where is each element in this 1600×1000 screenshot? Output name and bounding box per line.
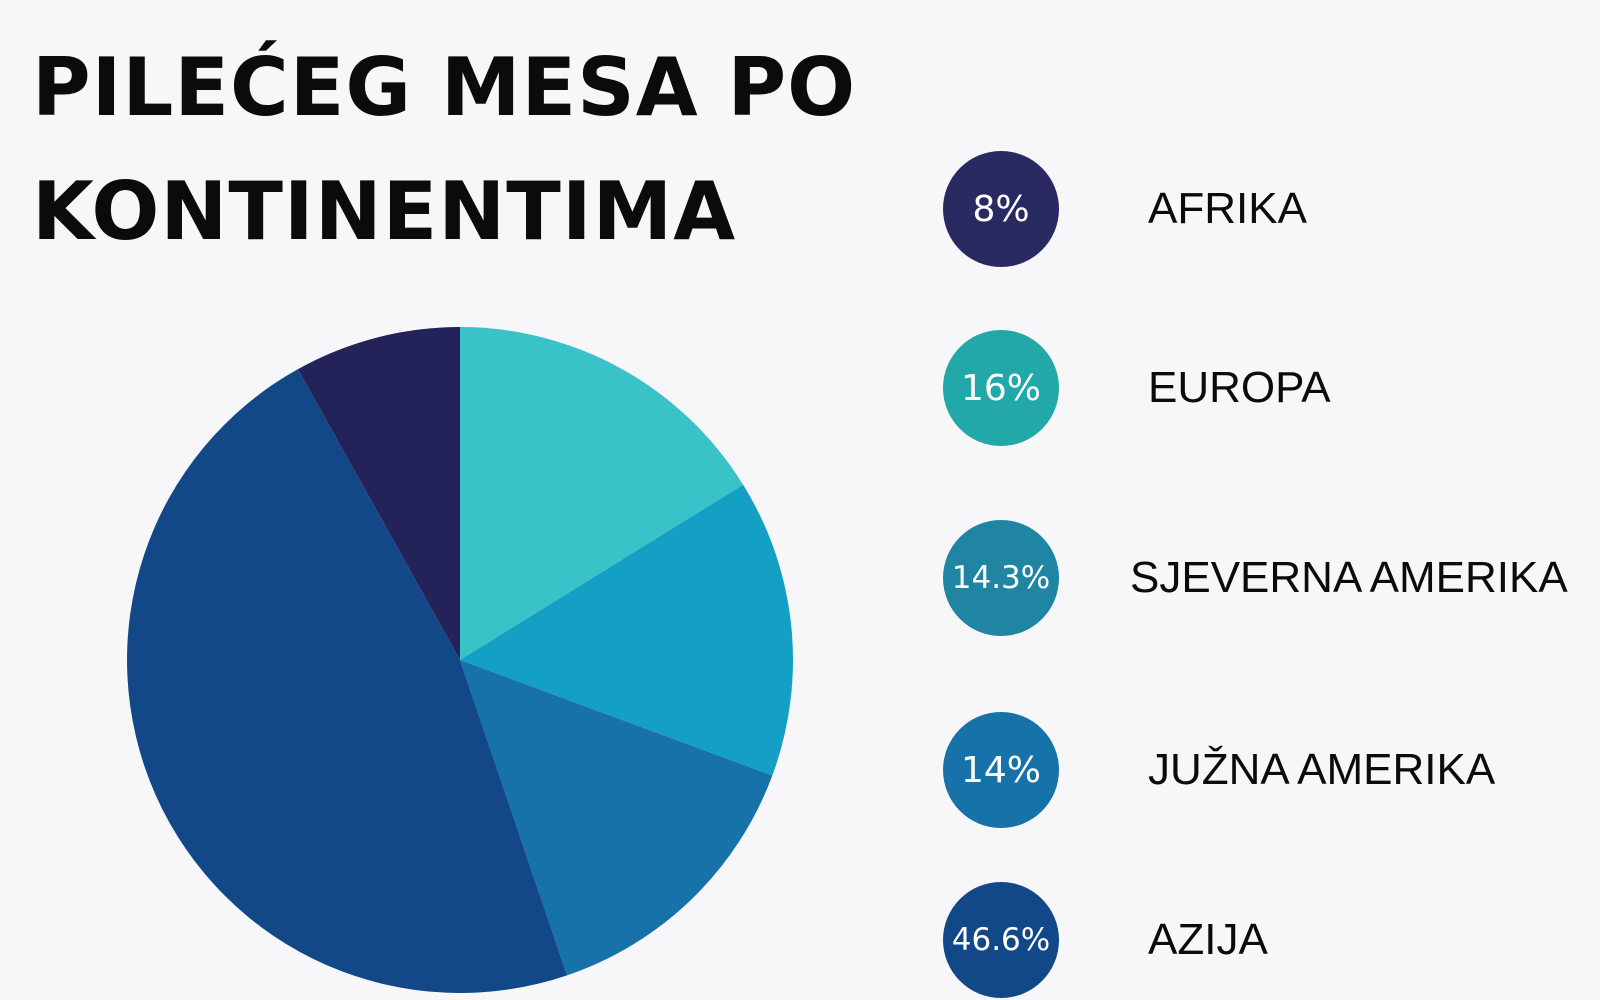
chart-title: PILEĆEG MESA PO KONTINENTIMA xyxy=(32,26,856,274)
legend-value-badge: 8% xyxy=(943,151,1059,267)
legend-label: EUROPA xyxy=(1148,363,1331,412)
legend-label: AZIJA xyxy=(1148,915,1268,964)
legend-value-badge: 14% xyxy=(943,712,1059,828)
legend-label: JUŽNA AMERIKA xyxy=(1148,745,1496,794)
legend-value-badge: 14.3% xyxy=(943,520,1059,636)
legend-value-badge: 46.6% xyxy=(943,882,1059,998)
pie-slice-azija xyxy=(127,369,568,993)
pie-slice-ju-na-amerika xyxy=(460,660,773,976)
pie-slice-afrika xyxy=(297,327,460,660)
pie-slices xyxy=(127,327,794,993)
chart-title-line-1: PILEĆEG MESA PO xyxy=(32,41,857,134)
chart-title-line-2: KONTINENTIMA xyxy=(32,165,737,258)
pie-slice-sjeverna-amerika xyxy=(460,484,794,776)
legend-label: AFRIKA xyxy=(1148,184,1307,233)
legend-value-badge: 16% xyxy=(943,330,1059,446)
pie-slice-europa xyxy=(460,327,744,660)
legend-label: SJEVERNA AMERIKA xyxy=(1130,553,1568,602)
